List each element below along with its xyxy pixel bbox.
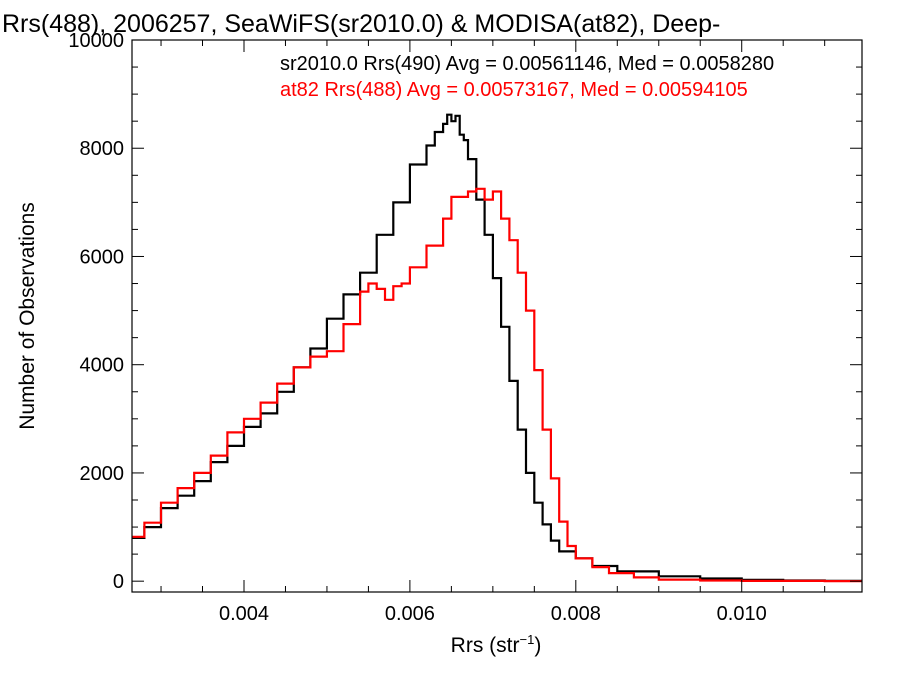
y-tick-label-5: 10000 <box>68 30 124 52</box>
legend-entry-sr2010: sr2010.0 Rrs(490) Avg = 0.00561146, Med … <box>280 53 774 75</box>
x-axis-label-superscript: −1 <box>520 632 535 647</box>
legend-entry-at82: at82 Rrs(488) Avg = 0.00573167, Med = 0.… <box>280 79 748 101</box>
legend: sr2010.0 Rrs(490) Avg = 0.00561146, Med … <box>280 53 774 101</box>
series-layer <box>132 113 862 583</box>
x-tick-label-3: 0.010 <box>717 603 767 625</box>
x-tick-label-1: 0.006 <box>385 603 435 625</box>
x-tick-label-0: 0.004 <box>219 603 269 625</box>
series-line-1 <box>132 187 862 583</box>
plot-frame <box>131 39 863 593</box>
y-tick-label-3: 6000 <box>80 246 125 268</box>
x-axis-label-close: ) <box>534 634 541 657</box>
y-tick-label-2: 4000 <box>80 355 125 377</box>
x-tick-label-2: 0.008 <box>551 603 601 625</box>
y-tick-label-0: 0 <box>113 571 124 593</box>
y-tick-label-4: 8000 <box>80 138 125 160</box>
tick-layer: 0.004 0.006 0.008 0.010 0 2000 4000 6000 8000 100… <box>68 30 862 625</box>
x-axis-label: Rrs (str−1) <box>451 632 542 657</box>
chart-title: Rrs(488), 2006257, SeaWiFS(sr2010.0) & M… <box>2 10 720 38</box>
x-axis-label-text: Rrs (str <box>451 634 520 657</box>
y-tick-label-1: 2000 <box>80 463 125 485</box>
y-axis-label: Number of Observations <box>16 202 39 430</box>
